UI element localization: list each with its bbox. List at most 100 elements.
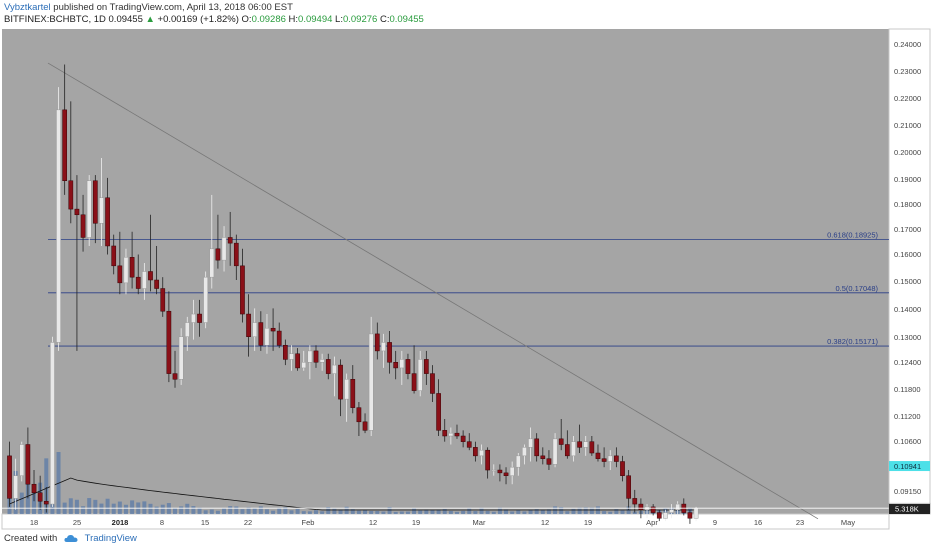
volume-bar [87, 498, 92, 514]
volume-bar [307, 511, 312, 514]
candle [283, 339, 288, 366]
x-tick-label: May [841, 518, 855, 527]
volume-bar [240, 509, 245, 514]
tradingview-link[interactable]: TradingView [84, 533, 137, 544]
candle-body [601, 458, 607, 462]
candle [344, 373, 349, 422]
volume-tag [889, 504, 930, 514]
author-link[interactable]: Vybztkartel [4, 2, 51, 13]
candle [123, 248, 129, 295]
candle-body [350, 379, 356, 408]
volume-bar [185, 503, 190, 514]
candle [558, 418, 564, 451]
candle-body [99, 197, 104, 224]
candle [430, 365, 435, 402]
y-tick-label: 0.14000 [894, 305, 921, 314]
volume-bar [632, 511, 637, 514]
volume-bar [105, 498, 110, 514]
candle-body [154, 279, 159, 289]
volume-bar [369, 510, 374, 514]
volume-bar [571, 508, 576, 514]
x-tick-label: 8 [160, 518, 164, 527]
candle [350, 365, 356, 414]
candle-body [184, 322, 190, 337]
candle [86, 175, 92, 246]
candle-body [105, 197, 110, 247]
candle [405, 353, 411, 380]
x-tick-label: 16 [754, 518, 762, 527]
candle [99, 158, 104, 246]
candle-body [270, 327, 276, 332]
candle-body [546, 458, 552, 465]
candle [632, 489, 638, 513]
candle [479, 444, 484, 465]
volume-bar [320, 511, 325, 514]
volume-bar [74, 499, 79, 514]
candle-body [344, 379, 349, 400]
candle-body [387, 342, 392, 363]
candle [221, 226, 227, 272]
candle-body [669, 509, 674, 513]
candle-body [50, 342, 55, 505]
candle [148, 214, 153, 292]
candle [203, 271, 209, 329]
candle-body [129, 257, 135, 278]
volume-bar [424, 509, 429, 514]
volume-bar [608, 511, 613, 514]
candle [509, 461, 515, 485]
candle [497, 464, 503, 482]
candle-body [135, 276, 141, 289]
candle-body [221, 237, 227, 261]
volume-bar [277, 507, 282, 514]
volume-bar [148, 503, 153, 514]
candle [614, 447, 619, 468]
candle [301, 350, 307, 371]
x-tick-label: Mar [473, 518, 486, 527]
up-arrow-icon: ▲ [145, 14, 155, 25]
candle [7, 441, 12, 507]
candle-body [56, 109, 61, 343]
x-tick-label: 22 [244, 518, 252, 527]
candle-body [166, 310, 172, 374]
symbol-info: BITFINEX:BCHBTC, 1D 0.09455 ▲ +0.00169 (… [4, 14, 424, 25]
candle-body [393, 362, 399, 369]
candle-body [68, 180, 74, 210]
volume-bar [258, 506, 263, 514]
price-chart[interactable]: 0.24000 0.23000 0.22000 0.21000 0.20000 0.190… [0, 27, 932, 530]
candle-body [675, 503, 681, 510]
volume-bar [589, 507, 594, 514]
volume-bar [111, 503, 116, 514]
candle [601, 447, 607, 468]
candle-body [19, 444, 25, 476]
candle [227, 211, 233, 266]
fib-level-label: 0.382(0.15171) [827, 337, 878, 346]
candle-body [160, 288, 166, 312]
volume-bar [209, 509, 214, 514]
volume-bar [393, 511, 398, 514]
candle [92, 175, 98, 244]
y-tick-label: 0.23000 [894, 67, 921, 76]
candle-body [227, 237, 233, 244]
candle [436, 379, 441, 437]
candle [607, 450, 613, 471]
volume-bar [283, 507, 288, 514]
candle-body [417, 359, 423, 391]
x-tick-label: 12 [369, 518, 377, 527]
candle [393, 350, 399, 380]
candle [515, 453, 521, 476]
volume-bar [418, 510, 423, 514]
x-tick-label: Apr [646, 518, 658, 527]
volume-bar [528, 509, 533, 514]
y-tick-label: 0.11200 [894, 412, 921, 421]
open-label: O: [241, 14, 252, 25]
candle-body [626, 475, 631, 499]
candle-body [142, 271, 147, 289]
candle-body [264, 327, 270, 346]
candle-body [7, 455, 12, 499]
candle [381, 333, 386, 368]
candle [19, 441, 25, 482]
candle-body [656, 512, 662, 519]
candle-body [117, 265, 123, 284]
candle [626, 470, 631, 510]
candle-body [632, 498, 638, 505]
